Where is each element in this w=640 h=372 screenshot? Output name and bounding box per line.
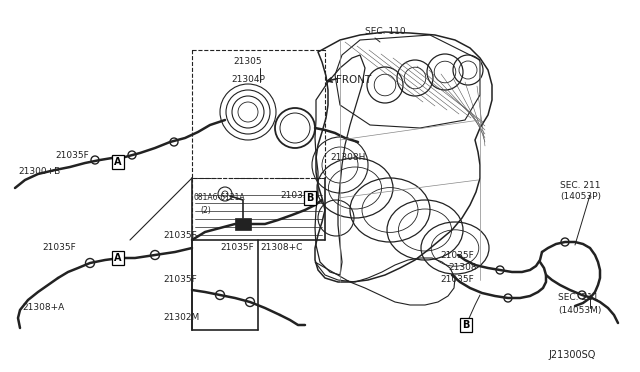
Text: 21302M: 21302M: [163, 314, 199, 323]
Text: 21035F: 21035F: [280, 190, 314, 199]
Text: 21035F: 21035F: [163, 231, 196, 240]
Text: SEC. 110: SEC. 110: [365, 28, 406, 36]
Text: 21035F: 21035F: [440, 250, 474, 260]
Text: 21308: 21308: [448, 263, 477, 273]
Text: 21035F: 21035F: [163, 276, 196, 285]
Text: 21304P: 21304P: [231, 76, 265, 84]
Text: 21035F: 21035F: [220, 244, 253, 253]
Text: (2): (2): [200, 205, 211, 215]
Bar: [235, 218, 251, 230]
Text: (14053M): (14053M): [558, 305, 602, 314]
Text: 21308+C: 21308+C: [260, 244, 302, 253]
Text: J21300SQ: J21300SQ: [548, 350, 595, 360]
Text: 21308+A: 21308+A: [22, 304, 64, 312]
Text: 21035F: 21035F: [42, 244, 76, 253]
Text: B: B: [307, 193, 314, 203]
Text: 081A6-6121A: 081A6-6121A: [194, 193, 246, 202]
Text: SEC. 211: SEC. 211: [560, 180, 600, 189]
Text: B: B: [462, 320, 470, 330]
Text: 21035F: 21035F: [440, 276, 474, 285]
Text: A: A: [115, 157, 122, 167]
Text: 21305: 21305: [234, 58, 262, 67]
Text: 21300+B: 21300+B: [18, 167, 60, 176]
Text: A: A: [115, 253, 122, 263]
Text: 21035F: 21035F: [55, 151, 89, 160]
Text: FRONT: FRONT: [336, 75, 371, 85]
Text: 21308H: 21308H: [330, 154, 365, 163]
Text: SEC. 211: SEC. 211: [558, 294, 598, 302]
Text: (14053P): (14053P): [560, 192, 601, 202]
